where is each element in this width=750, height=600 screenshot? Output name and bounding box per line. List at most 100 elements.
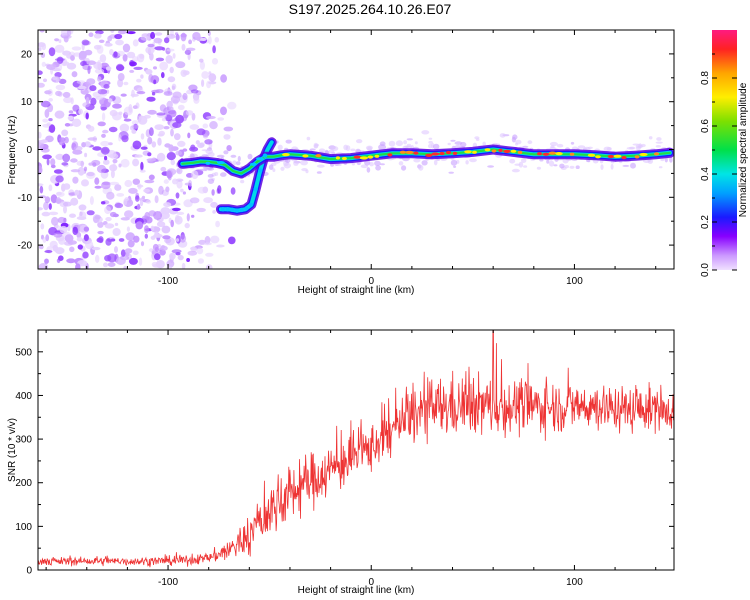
spectrogram-noise-blob bbox=[114, 184, 122, 191]
spectrogram-halo-blob bbox=[343, 144, 349, 151]
spectrogram-noise-blob bbox=[97, 60, 101, 68]
spectrogram-halo-blob bbox=[450, 159, 458, 166]
spectrogram-noise-blob bbox=[143, 188, 151, 193]
spectrogram-hot-spot bbox=[472, 150, 477, 154]
spectrogram-noise-blob bbox=[38, 165, 43, 174]
spectrogram-noise-blob bbox=[151, 91, 156, 96]
spectrogram-noise-blob bbox=[81, 142, 86, 148]
spectrogram-noise-blob bbox=[116, 63, 124, 71]
spectrogram-noise-blob bbox=[114, 202, 124, 209]
spectrogram-noise-blob bbox=[155, 89, 164, 94]
spectrogram-noise-blob bbox=[163, 202, 172, 208]
spectrogram-noise-blob bbox=[175, 114, 185, 124]
spectrogram-noise-blob bbox=[50, 194, 58, 204]
spectrogram-noise-blob bbox=[46, 158, 50, 166]
spectrogram-noise-blob bbox=[81, 39, 90, 46]
spectrogram-halo-blob bbox=[549, 141, 558, 147]
spectrogram-noise-blob bbox=[70, 97, 74, 105]
spectrogram-noise-blob bbox=[48, 124, 56, 133]
spectrogram-noise-blob bbox=[97, 76, 102, 82]
spectrogram-noise-blob bbox=[42, 118, 49, 123]
spectrogram-halo-blob bbox=[428, 137, 433, 140]
spectrogram-noise-blob bbox=[87, 137, 98, 141]
spectrogram-noise-blob bbox=[181, 43, 186, 51]
spectrogram-halo-blob bbox=[306, 136, 311, 141]
spectrogram-halo-blob bbox=[512, 134, 518, 140]
spectrogram-hot-spot bbox=[464, 150, 472, 154]
spectrogram-noise-blob bbox=[116, 50, 125, 57]
spectrogram-noise-blob bbox=[72, 149, 83, 155]
spectrogram-noise-blob bbox=[158, 185, 164, 195]
spectrogram-noise-blob bbox=[123, 81, 129, 86]
spectrogram-noise-blob bbox=[85, 171, 96, 179]
spectrogram-noise-blob bbox=[180, 33, 188, 38]
spectrogram-noise-blob bbox=[118, 134, 122, 142]
spectrogram-halo-blob bbox=[201, 149, 209, 152]
spectrogram-noise-blob bbox=[97, 121, 106, 127]
spectrogram-noise-blob bbox=[196, 247, 204, 255]
spectrogram-noise-blob bbox=[154, 246, 159, 252]
spectrogram-hot-spot bbox=[431, 152, 440, 156]
spectrogram-halo-blob bbox=[331, 146, 339, 152]
spectrogram-noise-blob bbox=[112, 158, 118, 164]
spectrogram-noise-blob bbox=[193, 96, 200, 104]
spectrogram-halo-blob bbox=[201, 154, 209, 157]
spectrogram-noise-blob bbox=[38, 47, 42, 52]
spectrogram-noise-blob bbox=[55, 58, 65, 62]
spectrogram-halo-blob bbox=[518, 161, 524, 168]
spectrogram-noise-blob bbox=[112, 228, 121, 236]
spectrogram-halo-blob bbox=[511, 168, 520, 173]
spectrogram-noise-blob bbox=[108, 126, 118, 133]
spectrogram-noise-blob bbox=[212, 210, 216, 214]
spectrogram-noise-blob bbox=[208, 36, 212, 45]
spectrogram-noise-blob bbox=[109, 49, 114, 56]
spectrogram-noise-blob bbox=[66, 62, 77, 70]
spectrogram-halo-blob bbox=[521, 158, 527, 163]
spectrogram-noise-blob bbox=[46, 64, 56, 70]
spectrogram-noise-blob bbox=[184, 49, 192, 55]
spectrogram-noise-blob bbox=[61, 34, 72, 39]
spectrogram-noise-blob bbox=[167, 76, 176, 83]
spectrogram-noise-blob bbox=[128, 187, 138, 194]
spectrogram-noise-blob bbox=[48, 47, 56, 57]
spectrogram-noise-blob bbox=[174, 133, 181, 141]
spectrogram-noise-blob bbox=[107, 262, 116, 267]
spectrogram-halo-blob bbox=[630, 162, 636, 169]
spectrogram-noise-blob bbox=[214, 37, 220, 43]
spectrogram-halo-blob bbox=[536, 166, 542, 170]
spectrogram-halo-blob bbox=[398, 161, 404, 166]
spectrogram-noise-blob bbox=[166, 48, 175, 52]
spectrogram-noise-blob bbox=[38, 263, 49, 269]
spectrogram-noise-blob bbox=[114, 246, 118, 253]
spectrogram-halo-blob bbox=[207, 178, 215, 184]
spectrogram-noise-blob bbox=[131, 89, 135, 98]
spectrogram-halo-blob bbox=[658, 166, 663, 169]
spectrogram-hot-spot bbox=[445, 150, 452, 155]
spectrogram-noise-blob bbox=[84, 152, 88, 158]
spectrogram-noise-blob bbox=[51, 216, 59, 226]
spectrogram-noise-blob bbox=[154, 46, 165, 51]
spectrogram-noise-blob bbox=[104, 223, 115, 229]
spectrogram-halo-blob bbox=[364, 160, 371, 166]
spectrogram-noise-blob bbox=[140, 35, 150, 41]
spectrogram-halo-blob bbox=[448, 171, 455, 174]
spectrogram-halo-blob bbox=[453, 165, 457, 168]
spectrogram-noise-blob bbox=[104, 42, 113, 47]
spectrogram-noise-blob bbox=[216, 244, 225, 248]
spectrogram-noise-blob bbox=[175, 34, 180, 41]
spectrogram-noise-blob bbox=[85, 240, 94, 250]
spectrogram-hot-spot bbox=[639, 152, 648, 157]
spectrogram-halo-blob bbox=[331, 151, 335, 155]
spectrogram-noise-blob bbox=[145, 46, 155, 54]
spectrogram-noise-blob bbox=[76, 236, 83, 242]
spectrogram-noise-blob bbox=[135, 221, 144, 230]
spectrogram-hot-spot bbox=[341, 156, 347, 161]
spectrogram-noise-blob bbox=[58, 255, 64, 261]
spectrogram-noise-blob bbox=[139, 200, 144, 207]
spectrogram-noise-blob bbox=[93, 33, 102, 39]
spectrogram-noise-blob bbox=[185, 110, 194, 116]
spectrogram-noise-blob bbox=[126, 51, 136, 59]
spectrogram-hot-spot bbox=[484, 148, 491, 152]
spectrogram-hot-spot bbox=[367, 155, 374, 159]
colorbar-tick-label: 0.4 bbox=[700, 167, 711, 181]
